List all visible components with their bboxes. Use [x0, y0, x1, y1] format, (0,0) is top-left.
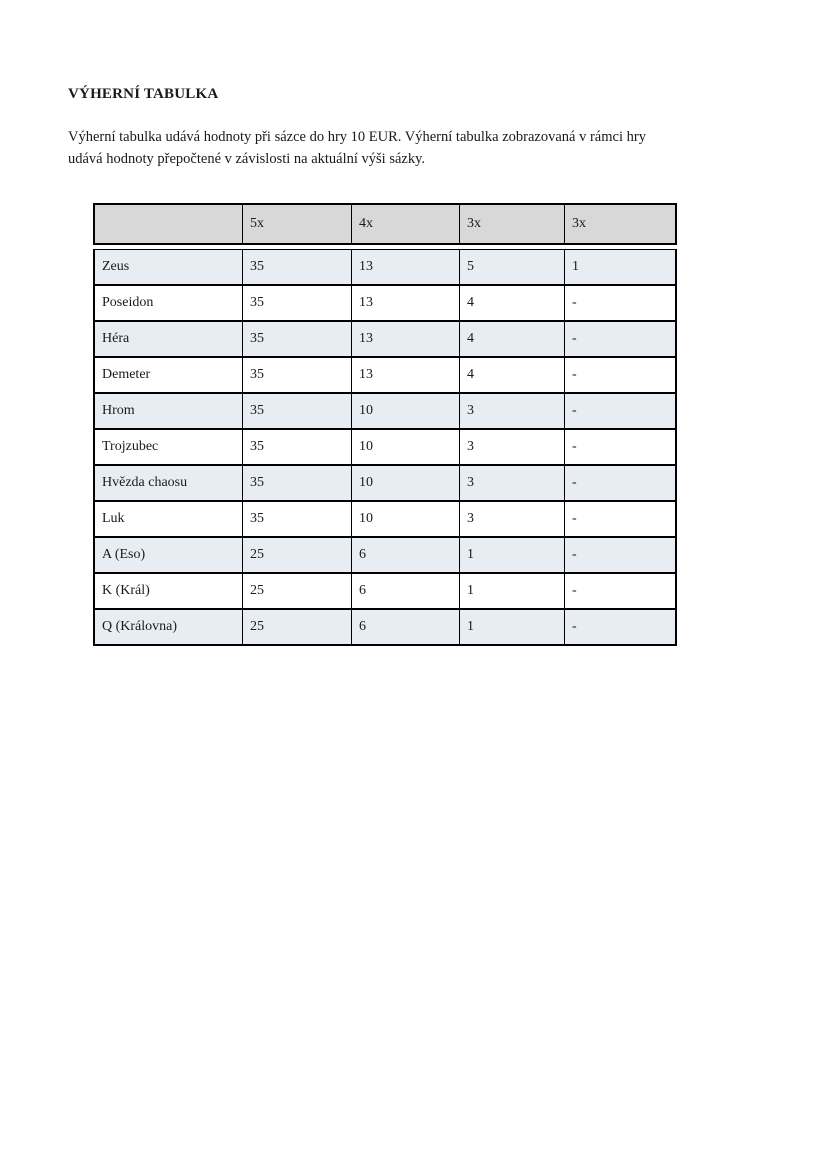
row-label-cell: Trojzubec	[102, 439, 159, 454]
table-row: Q (Královna) 25 6 1 -	[95, 608, 675, 644]
value-cell: 6	[351, 538, 459, 572]
page-title: VÝHERNÍ TABULKA	[68, 86, 219, 102]
row-label-cell: Zeus	[102, 259, 130, 274]
value-cell: 35	[242, 394, 351, 428]
row-label-cell: Héra	[102, 331, 130, 346]
table-row: K (Král) 25 6 1 -	[95, 572, 675, 608]
table-row: Hrom 35 10 3 -	[95, 392, 675, 428]
value-cell: 13	[351, 286, 459, 320]
table-row: Trojzubec 35 10 3 -	[95, 428, 675, 464]
row-label-cell: Demeter	[102, 367, 151, 382]
value-cell: -	[564, 430, 675, 464]
header-cell-symbol	[95, 205, 242, 243]
value-cell: 3	[459, 430, 564, 464]
value-cell: 35	[242, 250, 351, 284]
value-cell: -	[564, 286, 675, 320]
table-row: A (Eso) 25 6 1 -	[95, 536, 675, 572]
value-cell: 35	[242, 502, 351, 536]
value-cell: 13	[351, 322, 459, 356]
header-cell-3x-scatter: 3x	[564, 205, 675, 243]
value-cell: 4	[459, 358, 564, 392]
table-body: Zeus 35 13 5 1 Poseidon 35 13 4 - Héra 3…	[93, 249, 677, 646]
value-cell: 10	[351, 502, 459, 536]
value-cell: -	[564, 538, 675, 572]
row-label-cell: A (Eso)	[102, 547, 146, 562]
value-cell: 4	[459, 286, 564, 320]
value-cell: -	[564, 502, 675, 536]
row-label-cell: Q (Královna)	[102, 619, 178, 634]
value-cell: 25	[242, 610, 351, 644]
value-cell: 10	[351, 394, 459, 428]
value-cell: 13	[351, 250, 459, 284]
paragraph-line: udává hodnoty přepočtené v závislosti na…	[68, 151, 426, 167]
row-label-cell: Luk	[102, 511, 125, 526]
table-header-row: 5x 4x 3x 3x	[93, 203, 677, 245]
row-label-cell: K (Král)	[102, 583, 150, 598]
value-cell: 10	[351, 466, 459, 500]
table-row: Demeter 35 13 4 -	[95, 356, 675, 392]
value-cell: -	[564, 322, 675, 356]
table-row: Zeus 35 13 5 1	[95, 250, 675, 284]
value-cell: 6	[351, 574, 459, 608]
value-cell: -	[564, 574, 675, 608]
value-cell: 4	[459, 322, 564, 356]
value-cell: 6	[351, 610, 459, 644]
header-cell-3x: 3x	[459, 205, 564, 243]
value-cell: 1	[459, 538, 564, 572]
value-cell: 13	[351, 358, 459, 392]
payout-table: 5x 4x 3x 3x Zeus 35 13 5 1 Poseidon 35 1…	[93, 203, 677, 646]
value-cell: 35	[242, 430, 351, 464]
value-cell: 35	[242, 322, 351, 356]
value-cell: 25	[242, 574, 351, 608]
table-row: Luk 35 10 3 -	[95, 500, 675, 536]
value-cell: -	[564, 394, 675, 428]
value-cell: 1	[459, 610, 564, 644]
table-row: Poseidon 35 13 4 -	[95, 284, 675, 320]
value-cell: 10	[351, 430, 459, 464]
row-label-cell: Poseidon	[102, 295, 154, 310]
header-cell-5x: 5x	[242, 205, 351, 243]
value-cell: 25	[242, 538, 351, 572]
value-cell: 5	[459, 250, 564, 284]
value-cell: 3	[459, 394, 564, 428]
value-cell: 3	[459, 466, 564, 500]
value-cell: 35	[242, 286, 351, 320]
paragraph-line: Výherní tabulka udává hodnoty při sázce …	[68, 129, 646, 145]
intro-paragraph: Výherní tabulka udává hodnoty při sázce …	[68, 126, 798, 170]
value-cell: 3	[459, 502, 564, 536]
value-cell: 35	[242, 466, 351, 500]
table-row: Hvězda chaosu 35 10 3 -	[95, 464, 675, 500]
header-cell-4x: 4x	[351, 205, 459, 243]
value-cell: -	[564, 466, 675, 500]
row-label-cell: Hvězda chaosu	[102, 475, 188, 490]
value-cell: -	[564, 610, 675, 644]
value-cell: 1	[459, 574, 564, 608]
table-row: Héra 35 13 4 -	[95, 320, 675, 356]
value-cell: 1	[564, 250, 675, 284]
value-cell: -	[564, 358, 675, 392]
value-cell: 35	[242, 358, 351, 392]
row-label-cell: Hrom	[102, 403, 135, 418]
